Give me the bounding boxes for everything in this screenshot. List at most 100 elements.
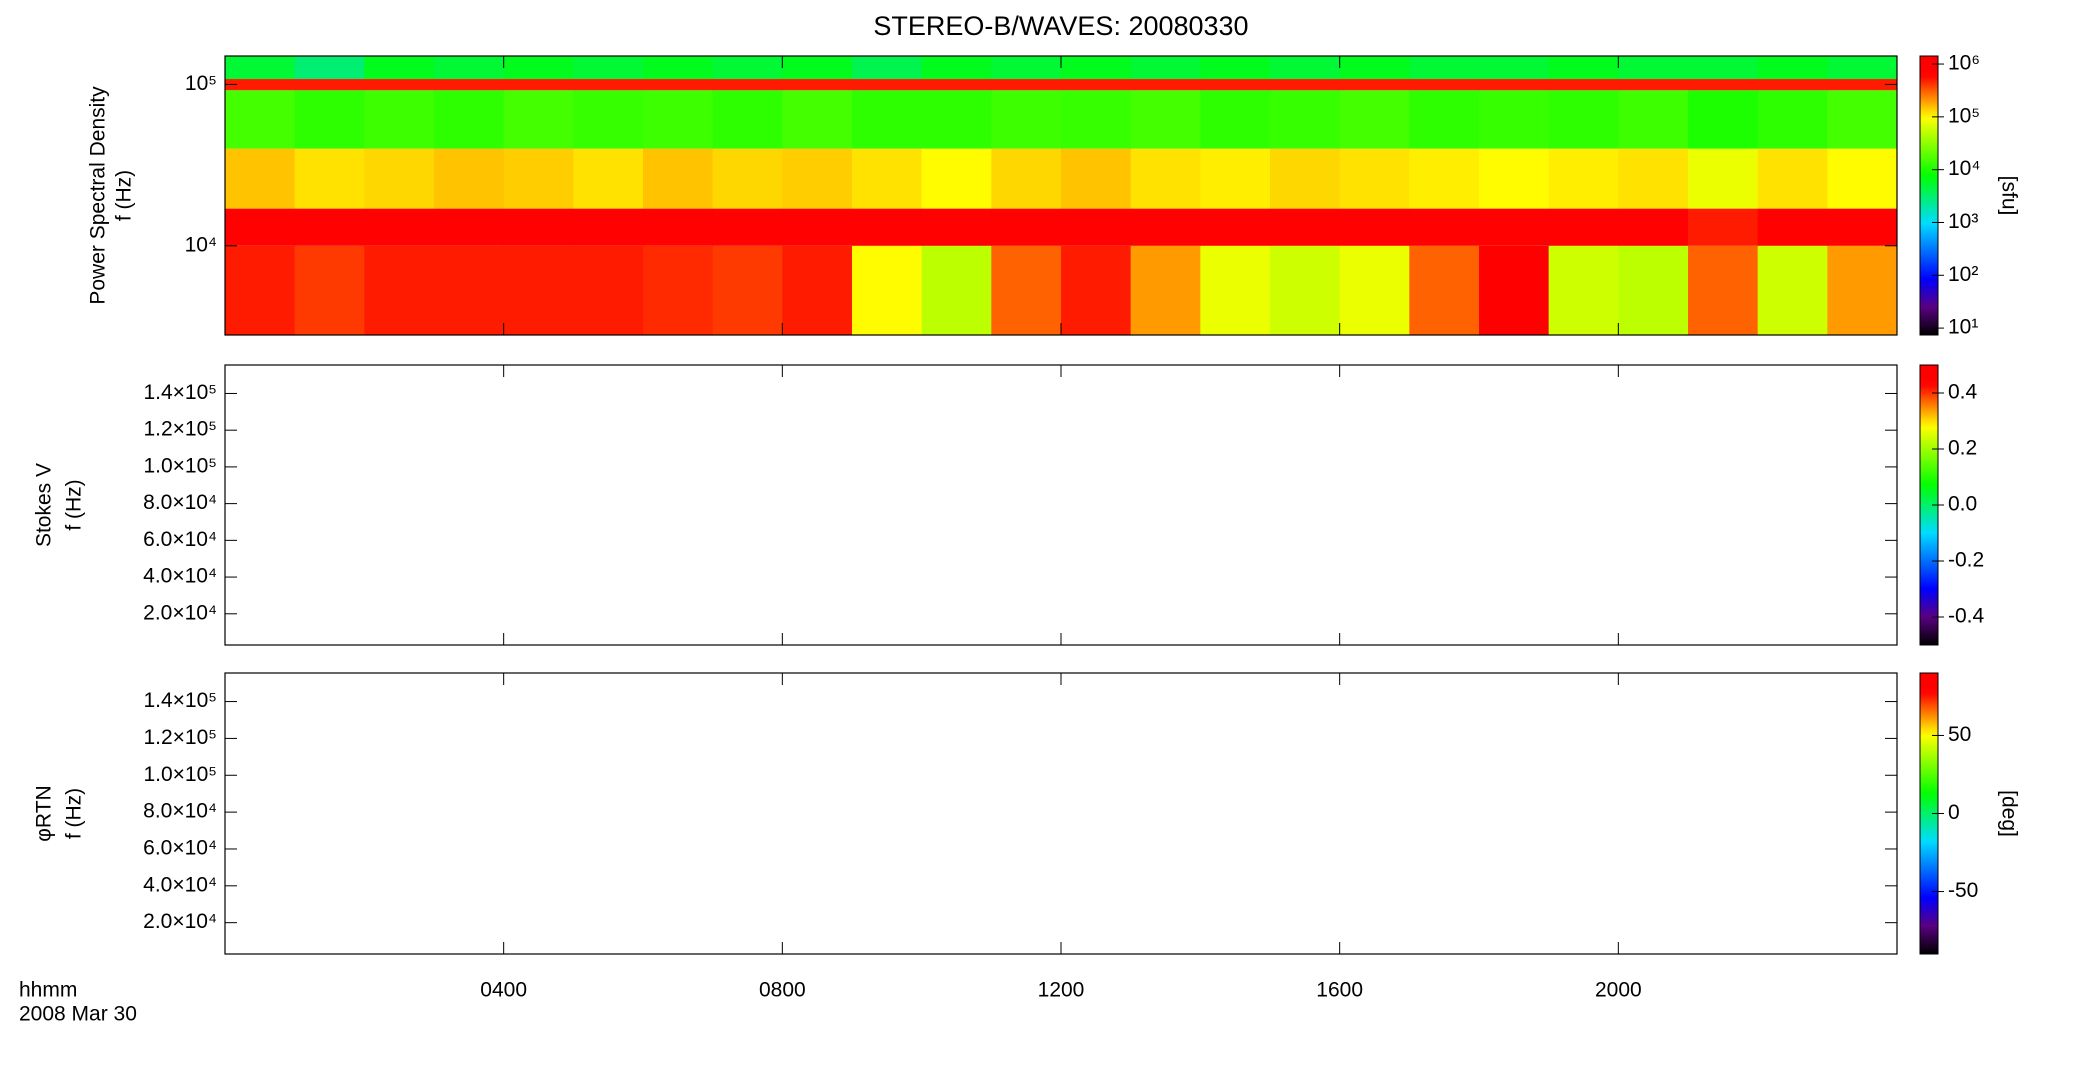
y-axis-label: f (Hz): [113, 170, 136, 221]
heatmap-cell: [1618, 208, 1689, 246]
heatmap-cell: [1130, 90, 1201, 149]
x-tick-label: 1600: [1316, 979, 1363, 1002]
colorbar-tick-label: 10²: [1948, 263, 1978, 286]
chart-title: STEREO-B/WAVES: 20080330: [873, 11, 1248, 41]
heatmap-cell: [225, 56, 296, 80]
heatmap-cell: [643, 79, 714, 91]
heatmap-cell: [294, 208, 365, 246]
y-tick-label: 2.0×10⁴: [143, 910, 217, 933]
heatmap-cell: [1548, 148, 1619, 209]
y-tick-label: 1.2×10⁵: [143, 418, 217, 441]
heatmap-cell: [364, 208, 435, 246]
y-tick-label: 10⁵: [185, 72, 217, 95]
heatmap-cell: [434, 79, 505, 91]
heatmap-cell: [852, 90, 923, 149]
heatmap-cell: [294, 79, 365, 91]
heatmap-cell: [1618, 148, 1689, 209]
y-axis-label: f (Hz): [63, 479, 86, 530]
y-tick-label: 1.2×10⁵: [143, 726, 217, 749]
heatmap-cell: [712, 90, 783, 149]
heatmap-cell: [1688, 245, 1759, 335]
heatmap-cell: [1827, 148, 1898, 209]
heatmap-cell: [991, 245, 1062, 335]
colorbar-tick-label: 10⁶: [1948, 52, 1980, 75]
heatmap-cell: [1409, 90, 1480, 149]
heatmap-cell: [434, 148, 505, 209]
heatmap-cell: [643, 208, 714, 246]
heatmap-cell: [1618, 56, 1689, 80]
heatmap-cell: [1479, 208, 1550, 246]
plot-frame: [224, 672, 1898, 955]
heatmap-cell: [364, 245, 435, 335]
heatmap-cell: [921, 245, 992, 335]
heatmap-cell: [782, 208, 853, 246]
heatmap-cell: [1270, 148, 1341, 209]
colorbar-tick-label: -0.4: [1948, 605, 1985, 628]
heatmap-cell: [1270, 245, 1341, 335]
heatmap-cell: [1200, 90, 1271, 149]
date-label: 2008 Mar 30: [19, 1003, 137, 1026]
heatmap-cell: [434, 245, 505, 335]
heatmap-cell: [1688, 208, 1759, 246]
heatmap-cell: [712, 56, 783, 80]
colorbar-tick-label: 50: [1948, 723, 1971, 746]
heatmap-cell: [434, 208, 505, 246]
heatmap-cell: [1479, 56, 1550, 80]
heatmap-cell: [991, 79, 1062, 91]
heatmap-cell: [782, 245, 853, 335]
heatmap-cell: [1479, 79, 1550, 91]
heatmap-cell: [1061, 208, 1132, 246]
heatmap-cell: [1688, 79, 1759, 91]
heatmap-cell: [1548, 208, 1619, 246]
y-tick-label: 10⁴: [185, 233, 217, 256]
y-tick-label: 2.0×10⁴: [143, 601, 217, 624]
colorbar: [1919, 55, 1939, 336]
heatmap-cell: [921, 90, 992, 149]
y-axis-label: Stokes V: [33, 463, 56, 547]
heatmap-cell: [573, 79, 644, 91]
heatmap-cell: [852, 245, 923, 335]
heatmap-cell: [503, 148, 574, 209]
colorbar-tick-label: 0.0: [1948, 493, 1977, 516]
heatmap-cell: [1200, 79, 1271, 91]
heatmap-cell: [712, 79, 783, 91]
colorbar-tick-label: 10⁵: [1948, 104, 1980, 127]
x-tick-label: 0400: [480, 979, 527, 1002]
colorbar-tick-label: -0.2: [1948, 549, 1984, 572]
heatmap-cell: [921, 79, 992, 91]
heatmap-cell: [1757, 245, 1828, 335]
heatmap-cell: [503, 56, 574, 80]
heatmap-cell: [991, 148, 1062, 209]
heatmap-cell: [225, 148, 296, 209]
y-axis-label: φRTN: [33, 785, 56, 841]
heatmap-cell: [1757, 79, 1828, 91]
heatmap-cell: [712, 148, 783, 209]
plot-frame: [224, 364, 1898, 646]
heatmap-cell: [573, 245, 644, 335]
heatmap-cell: [1061, 148, 1132, 209]
y-tick-label: 1.4×10⁵: [143, 381, 217, 404]
heatmap-cell: [1479, 245, 1550, 335]
heatmap-cell: [1548, 245, 1619, 335]
heatmap-cell: [852, 208, 923, 246]
heatmap-cell: [1061, 79, 1132, 91]
heatmap-cell: [643, 245, 714, 335]
heatmap-cell: [1339, 245, 1410, 335]
y-tick-label: 1.0×10⁵: [143, 763, 217, 786]
heatmap-cell: [991, 90, 1062, 149]
y-tick-label: 8.0×10⁴: [143, 800, 217, 823]
heatmap-cell: [1409, 79, 1480, 91]
heatmap-cell: [1061, 56, 1132, 80]
heatmap-cell: [434, 56, 505, 80]
y-tick-label: 6.0×10⁴: [143, 528, 217, 551]
heatmap-cell: [1757, 90, 1828, 149]
heatmap-cell: [1339, 148, 1410, 209]
heatmap-cell: [294, 148, 365, 209]
heatmap-cell: [225, 245, 296, 335]
heatmap-cell: [1757, 56, 1828, 80]
x-tick-label: 0800: [759, 979, 806, 1002]
y-axis-label: f (Hz): [63, 788, 86, 839]
heatmap-cell: [1339, 79, 1410, 91]
heatmap-cell: [1757, 208, 1828, 246]
heatmap-cell: [1061, 245, 1132, 335]
